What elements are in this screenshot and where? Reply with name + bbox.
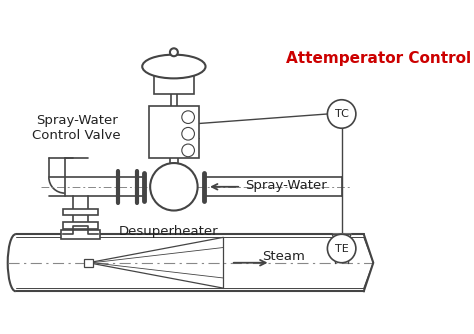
Circle shape [182, 111, 194, 124]
Circle shape [182, 144, 194, 157]
Bar [148, 106, 199, 158]
Circle shape [182, 128, 194, 140]
Circle shape [170, 48, 178, 56]
Text: Steam: Steam [263, 250, 305, 263]
Circle shape [150, 163, 198, 210]
Text: Desuperheater: Desuperheater [118, 224, 218, 237]
Circle shape [328, 100, 356, 128]
Bar [63, 222, 98, 229]
Text: TC: TC [335, 109, 348, 119]
Bar [154, 66, 194, 94]
Text: Spray-Water
Control Valve: Spray-Water Control Valve [32, 114, 121, 142]
Bar [63, 209, 98, 215]
Ellipse shape [142, 55, 206, 78]
Circle shape [328, 234, 356, 263]
Polygon shape [332, 234, 351, 254]
Text: TE: TE [335, 243, 348, 254]
Bar [61, 229, 100, 239]
Bar [84, 259, 93, 267]
Text: Spray-Water: Spray-Water [245, 179, 327, 192]
Text: Attemperator Control: Attemperator Control [286, 51, 471, 66]
